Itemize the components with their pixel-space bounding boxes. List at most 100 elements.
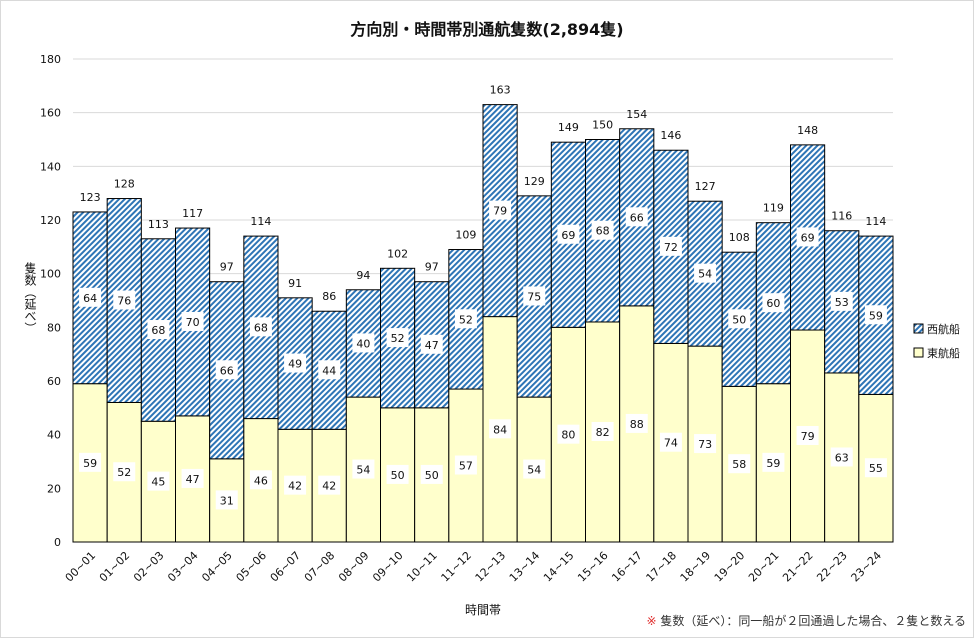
total-label: 114	[250, 215, 271, 228]
total-label: 154	[626, 108, 647, 121]
data-label-bg	[728, 309, 751, 329]
data-label-west: 49	[288, 358, 302, 371]
total-label: 86	[322, 290, 336, 303]
data-label-bg	[694, 263, 717, 283]
total-label: 148	[797, 124, 818, 137]
bar-east-14~15	[550, 326, 586, 543]
data-label-west: 69	[561, 229, 575, 242]
data-label-bg	[830, 291, 853, 311]
legend-swatch-west	[913, 323, 924, 334]
data-label-bg	[113, 290, 136, 310]
data-label-bg	[796, 227, 819, 247]
total-label: 146	[660, 129, 681, 142]
data-label-bg	[591, 421, 614, 441]
x-tick-label: 03~04	[165, 549, 201, 585]
data-label-bg	[284, 353, 307, 373]
y-tick-label: 20	[47, 482, 61, 495]
total-label: 150	[592, 119, 613, 132]
y-tick-label: 100	[40, 268, 61, 281]
data-label-west: 79	[493, 205, 507, 218]
data-label-west: 72	[664, 241, 678, 254]
x-tick-label: 19~20	[712, 549, 748, 585]
x-tick-label: 00~01	[63, 549, 99, 585]
data-label-east: 82	[596, 426, 610, 439]
data-label-west: 60	[766, 297, 780, 310]
data-label-west: 40	[356, 337, 370, 350]
data-label-bg	[625, 207, 648, 227]
data-label-west: 50	[732, 313, 746, 326]
data-label-east: 54	[356, 464, 370, 477]
y-tick-label: 140	[40, 160, 61, 173]
bar-west-03~04	[175, 227, 211, 417]
data-label-west: 52	[459, 313, 473, 326]
x-tick-label: 17~18	[644, 549, 680, 585]
data-label-bg	[830, 447, 853, 467]
data-label-bg	[591, 220, 614, 240]
data-label-bg	[864, 458, 887, 478]
y-tick-label: 60	[47, 375, 61, 388]
data-label-bg	[352, 333, 375, 353]
data-label-bg	[318, 360, 341, 380]
data-label-bg	[728, 454, 751, 474]
data-label-bg	[147, 320, 170, 340]
x-tick-label: 12~13	[473, 549, 509, 585]
data-label-east: 79	[801, 430, 815, 443]
data-label-bg	[489, 200, 512, 220]
total-label: 108	[729, 231, 750, 244]
y-axis-label: 隻数（延べ）	[23, 261, 37, 334]
x-tick-label: 09~10	[370, 549, 406, 585]
data-label-east: 84	[493, 423, 507, 436]
data-label-west: 66	[630, 211, 644, 224]
data-label-bg	[694, 434, 717, 454]
y-tick-label: 120	[40, 214, 61, 227]
data-label-east: 88	[630, 418, 644, 431]
data-label-east: 42	[322, 480, 336, 493]
data-label-bg	[79, 452, 102, 472]
data-label-west: 70	[186, 316, 200, 329]
data-label-bg	[79, 287, 102, 307]
total-label: 119	[763, 202, 784, 215]
data-label-bg	[489, 419, 512, 439]
data-label-bg	[454, 309, 477, 329]
data-label-east: 47	[186, 473, 200, 486]
data-label-bg	[864, 305, 887, 325]
data-label-west: 66	[220, 364, 234, 377]
data-label-east: 57	[459, 460, 473, 473]
x-axis-label: 時間帯	[465, 603, 501, 617]
data-label-west: 53	[835, 296, 849, 309]
data-label-bg	[113, 462, 136, 482]
data-label-west: 69	[801, 231, 815, 244]
total-label: 127	[695, 180, 716, 193]
total-label: 123	[80, 191, 101, 204]
bar-east-12~13	[482, 316, 518, 543]
data-label-bg	[796, 426, 819, 446]
data-label-east: 73	[698, 438, 712, 451]
data-label-bg	[523, 286, 546, 306]
data-label-bg	[659, 236, 682, 256]
data-label-west: 75	[527, 290, 541, 303]
data-label-bg	[523, 459, 546, 479]
data-label-bg	[557, 424, 580, 444]
data-label-east: 63	[835, 451, 849, 464]
bar-east-20~21	[755, 383, 791, 543]
data-label-east: 45	[151, 476, 165, 489]
total-label: 116	[831, 210, 852, 223]
x-tick-label: 16~17	[609, 549, 645, 585]
footnote: ※ 隻数（延べ）：同一船が２回通過した場合、２隻と数える	[646, 612, 966, 629]
data-label-bg	[420, 464, 443, 484]
data-label-east: 54	[527, 464, 541, 477]
x-tick-label: 02~03	[131, 549, 167, 585]
total-label: 128	[114, 178, 135, 191]
x-tick-label: 06~07	[268, 549, 304, 585]
data-label-east: 80	[561, 429, 575, 442]
data-label-east: 55	[869, 462, 883, 475]
total-label: 163	[490, 84, 511, 97]
y-tick-label: 180	[40, 53, 61, 66]
y-tick-label: 0	[54, 536, 61, 549]
data-label-bg	[181, 311, 204, 331]
data-label-east: 50	[391, 469, 405, 482]
data-label-west: 44	[322, 364, 336, 377]
data-label-bg	[762, 293, 785, 313]
data-label-west: 54	[698, 268, 712, 281]
x-tick-label: 15~16	[575, 549, 611, 585]
